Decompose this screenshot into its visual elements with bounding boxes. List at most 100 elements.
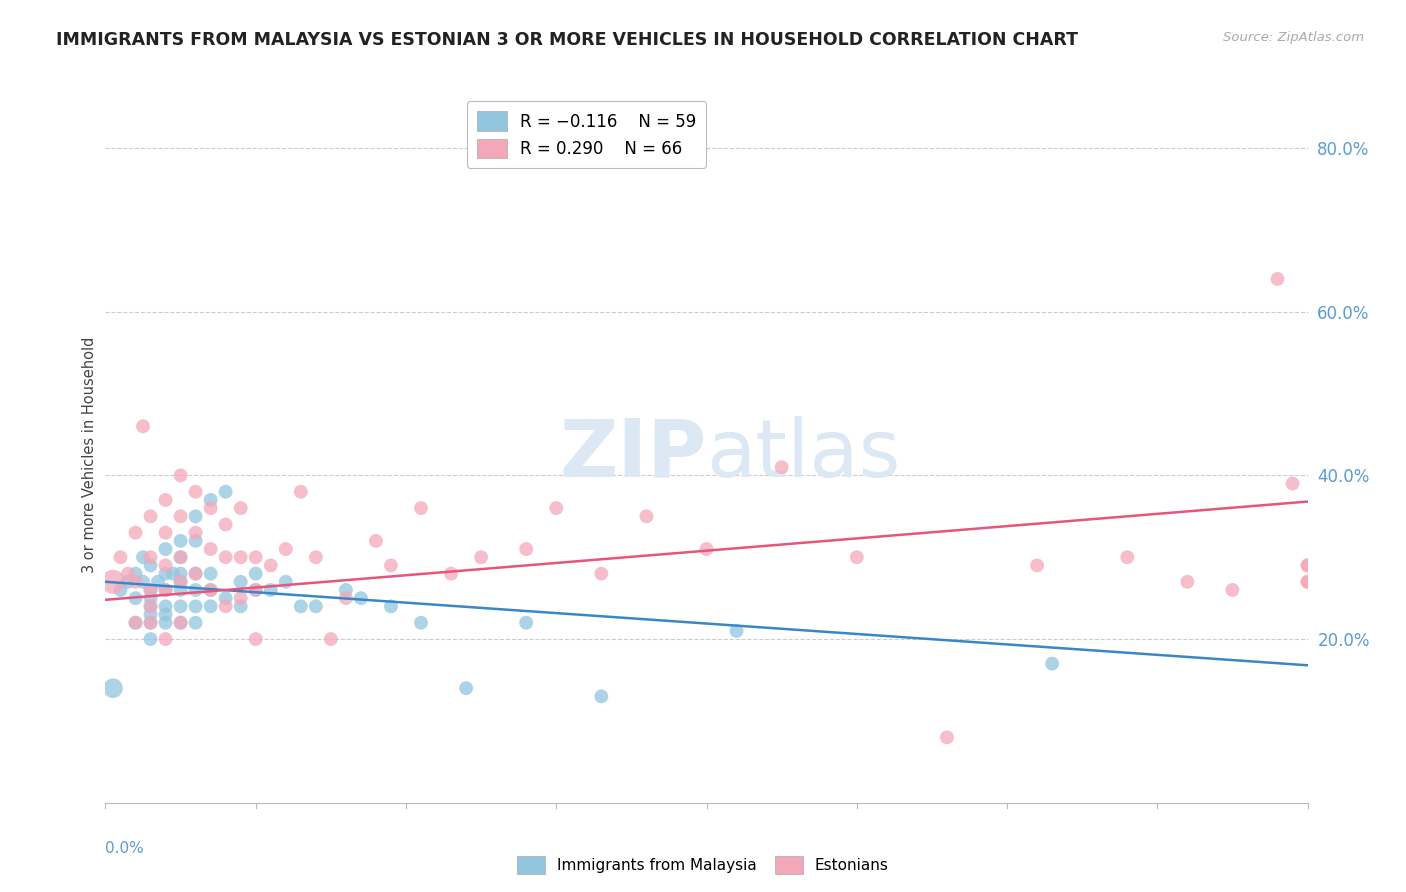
- Point: [139, 615, 162, 630]
- Text: 0.0%: 0.0%: [105, 841, 145, 856]
- Point: [139, 632, 162, 646]
- Point: [245, 632, 267, 646]
- Point: [155, 525, 177, 540]
- Point: [155, 599, 177, 614]
- Point: [200, 566, 222, 581]
- Point: [1026, 558, 1049, 573]
- Point: [200, 582, 222, 597]
- Point: [169, 550, 191, 565]
- Point: [214, 517, 236, 532]
- Point: [139, 591, 162, 606]
- Point: [155, 542, 177, 557]
- Point: [725, 624, 748, 638]
- Point: [169, 574, 191, 589]
- Text: ZIP: ZIP: [560, 416, 707, 494]
- Point: [636, 509, 658, 524]
- Point: [260, 582, 283, 597]
- Point: [200, 501, 222, 516]
- Point: [1222, 582, 1244, 597]
- Point: [229, 574, 252, 589]
- Point: [139, 607, 162, 622]
- Text: Source: ZipAtlas.com: Source: ZipAtlas.com: [1223, 31, 1364, 45]
- Point: [229, 591, 252, 606]
- Point: [155, 615, 177, 630]
- Point: [245, 582, 267, 597]
- Point: [214, 599, 236, 614]
- Point: [305, 550, 328, 565]
- Point: [169, 468, 191, 483]
- Point: [169, 615, 191, 630]
- Point: [139, 550, 162, 565]
- Point: [184, 599, 207, 614]
- Point: [350, 591, 373, 606]
- Point: [169, 533, 191, 548]
- Point: [229, 599, 252, 614]
- Point: [155, 558, 177, 573]
- Point: [124, 574, 146, 589]
- Point: [117, 566, 139, 581]
- Point: [229, 501, 252, 516]
- Point: [245, 550, 267, 565]
- Point: [124, 591, 146, 606]
- Point: [936, 731, 959, 745]
- Point: [124, 615, 146, 630]
- Point: [305, 599, 328, 614]
- Point: [139, 558, 162, 573]
- Point: [184, 484, 207, 499]
- Point: [845, 550, 868, 565]
- Point: [169, 574, 191, 589]
- Point: [124, 615, 146, 630]
- Point: [117, 574, 139, 589]
- Point: [139, 582, 162, 597]
- Point: [591, 690, 613, 704]
- Point: [200, 599, 222, 614]
- Point: [169, 599, 191, 614]
- Point: [184, 582, 207, 597]
- Point: [184, 525, 207, 540]
- Point: [229, 550, 252, 565]
- Point: [770, 460, 793, 475]
- Point: [132, 419, 155, 434]
- Point: [245, 582, 267, 597]
- Point: [101, 574, 124, 589]
- Legend: Immigrants from Malaysia, Estonians: Immigrants from Malaysia, Estonians: [512, 850, 894, 880]
- Point: [1116, 550, 1139, 565]
- Point: [319, 632, 342, 646]
- Point: [139, 582, 162, 597]
- Point: [124, 525, 146, 540]
- Point: [139, 599, 162, 614]
- Point: [184, 566, 207, 581]
- Point: [169, 509, 191, 524]
- Point: [200, 542, 222, 557]
- Point: [169, 566, 191, 581]
- Point: [515, 542, 537, 557]
- Point: [214, 550, 236, 565]
- Point: [155, 582, 177, 597]
- Point: [214, 484, 236, 499]
- Point: [110, 582, 132, 597]
- Point: [274, 574, 297, 589]
- Point: [200, 582, 222, 597]
- Point: [364, 533, 387, 548]
- Point: [1296, 558, 1319, 573]
- Point: [169, 615, 191, 630]
- Point: [1296, 574, 1319, 589]
- Point: [169, 582, 191, 597]
- Point: [335, 582, 357, 597]
- Point: [1267, 272, 1289, 286]
- Point: [1296, 574, 1319, 589]
- Point: [101, 681, 124, 696]
- Point: [139, 615, 162, 630]
- Point: [132, 550, 155, 565]
- Point: [260, 558, 283, 573]
- Point: [184, 566, 207, 581]
- Point: [591, 566, 613, 581]
- Point: [1281, 476, 1303, 491]
- Point: [132, 574, 155, 589]
- Text: atlas: atlas: [707, 416, 901, 494]
- Point: [454, 681, 477, 696]
- Point: [169, 550, 191, 565]
- Point: [110, 550, 132, 565]
- Point: [139, 599, 162, 614]
- Point: [1040, 657, 1063, 671]
